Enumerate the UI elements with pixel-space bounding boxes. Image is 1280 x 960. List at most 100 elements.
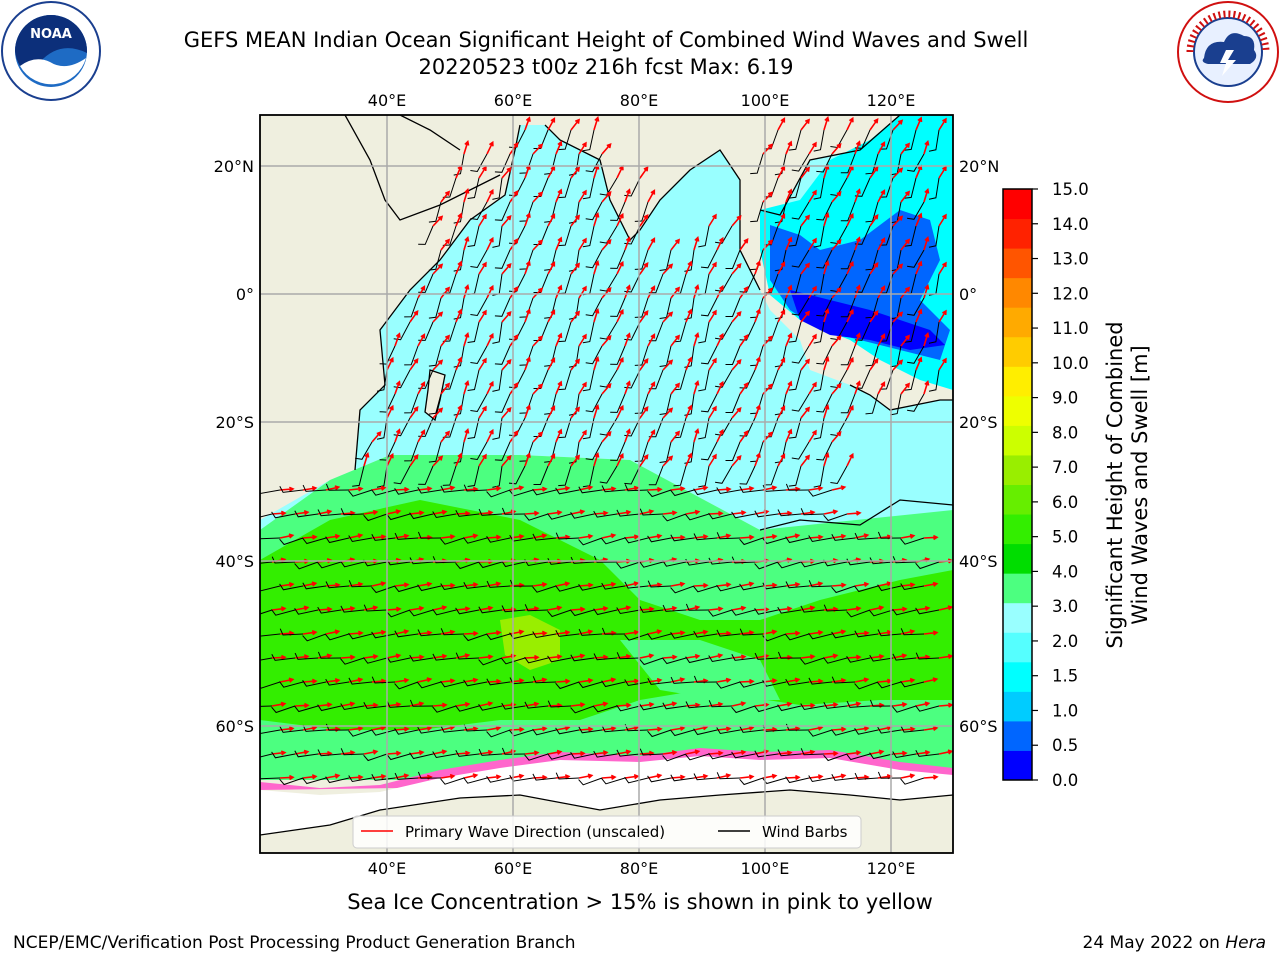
- wind-barb: [394, 532, 419, 540]
- wave-direction-arrow: [938, 357, 947, 371]
- wind-barb: [785, 581, 810, 589]
- wave-direction-arrow: [478, 309, 487, 323]
- wind-barb: [670, 489, 695, 497]
- wind-barb: [865, 393, 879, 415]
- colorbar-swatch: [1003, 218, 1032, 249]
- wind-barb: [739, 681, 764, 688]
- wave-direction-arrow: [417, 725, 433, 732]
- wave-direction-arrow: [854, 284, 861, 299]
- wave-direction-arrow: [785, 380, 793, 395]
- wave-direction-arrow: [532, 143, 544, 155]
- wave-direction-arrow: [693, 284, 700, 299]
- wave-direction-arrow: [716, 582, 732, 588]
- map-frame: [259, 114, 954, 854]
- wave-direction-arrow: [877, 237, 886, 251]
- wind-barb: [662, 702, 687, 710]
- wind-barb: [715, 225, 733, 244]
- wave-direction-arrow: [601, 533, 617, 539]
- wave-direction-arrow: [325, 773, 341, 779]
- wave-direction-arrow: [693, 485, 709, 491]
- wind-barb: [533, 225, 549, 245]
- footer-host: Hera: [1225, 933, 1266, 953]
- wave-direction-arrow: [386, 653, 402, 659]
- wave-direction-arrow: [593, 452, 600, 467]
- wave-direction-arrow: [754, 308, 761, 323]
- wave-direction-arrow: [570, 653, 586, 659]
- wave-direction-arrow: [800, 214, 811, 227]
- wave-direction-arrow: [892, 167, 904, 179]
- wind-barb: [716, 584, 741, 592]
- wave-direction-arrow: [892, 119, 904, 131]
- wind-barb: [685, 656, 710, 664]
- footer-date-prefix: 24 May 2022 on: [1082, 933, 1226, 953]
- footer-credit: NCEP/EMC/Verification Post Processing Pr…: [13, 933, 576, 953]
- wave-direction-arrow: [570, 750, 586, 757]
- wave-direction-arrow: [478, 165, 487, 179]
- wind-barb: [532, 488, 557, 496]
- wave-direction-arrow: [777, 213, 786, 227]
- wind-barb: [762, 582, 787, 590]
- wind-barb: [808, 677, 833, 685]
- wind-barb: [785, 776, 810, 784]
- lat-tick-left: 60°S: [215, 717, 254, 736]
- wave-direction-arrow: [877, 141, 886, 155]
- wave-direction-arrow: [754, 260, 761, 275]
- wave-direction-arrow: [662, 701, 678, 707]
- colorbar-swatch: [1003, 277, 1032, 308]
- wind-barb: [854, 630, 879, 638]
- wave-direction-arrow: [777, 654, 793, 661]
- wave-direction-arrow: [386, 452, 394, 467]
- wave-direction-arrow: [271, 606, 287, 612]
- wind-barb: [340, 657, 365, 665]
- wave-direction-arrow: [869, 654, 885, 660]
- wave-direction-arrow: [892, 750, 908, 756]
- wave-direction-arrow: [363, 452, 370, 467]
- wind-barb: [754, 510, 779, 518]
- wind-barb: [647, 633, 672, 640]
- wind-barb: [754, 652, 779, 660]
- wave-direction-arrow: [670, 430, 681, 443]
- wave-direction-arrow: [348, 726, 364, 732]
- wind-barb: [432, 511, 457, 519]
- wind-barb: [386, 513, 411, 521]
- wind-barb: [823, 513, 848, 522]
- wave-direction-arrow: [386, 606, 402, 612]
- wave-direction-arrow: [823, 653, 839, 659]
- wind-barb: [601, 777, 626, 785]
- wind-barb: [685, 701, 710, 709]
- lon-tick-top: 60°E: [494, 91, 532, 110]
- wave-direction-arrow: [777, 357, 786, 371]
- wave-direction-arrow: [823, 308, 830, 323]
- wave-direction-arrow: [616, 212, 624, 227]
- wind-barb: [317, 561, 342, 569]
- wind-barb: [791, 345, 810, 364]
- wave-direction-arrow: [685, 653, 701, 660]
- wind-barb: [570, 654, 595, 662]
- wave-direction-arrow: [938, 653, 953, 660]
- wave-direction-arrow: [938, 117, 947, 131]
- colorbar-tick-label: 3.0: [1052, 597, 1078, 616]
- wind-barb: [892, 751, 917, 759]
- wind-barb: [754, 705, 779, 713]
- wave-direction-arrow: [900, 334, 911, 347]
- wave-direction-arrow: [524, 308, 531, 323]
- wave-direction-arrow: [486, 140, 494, 155]
- wave-direction-arrow: [647, 773, 663, 779]
- wind-barb: [788, 177, 802, 199]
- wind-barb: [501, 702, 526, 710]
- wind-barb: [670, 676, 695, 684]
- wind-barb: [533, 321, 549, 341]
- lat-tick-right: 40°S: [959, 552, 998, 571]
- wave-direction-arrow: [463, 236, 470, 251]
- wind-barb: [840, 345, 856, 366]
- colorbar-tick-label: 4.0: [1052, 562, 1078, 581]
- wind-barb: [555, 532, 580, 540]
- wind-barb: [800, 748, 825, 756]
- wave-direction-arrow: [271, 701, 287, 707]
- wind-barb: [854, 772, 879, 780]
- wind-barb: [840, 297, 856, 318]
- wind-barb: [582, 321, 595, 344]
- wind-barb: [432, 751, 457, 759]
- wave-direction-arrow: [662, 311, 674, 323]
- wind-barb: [442, 465, 457, 486]
